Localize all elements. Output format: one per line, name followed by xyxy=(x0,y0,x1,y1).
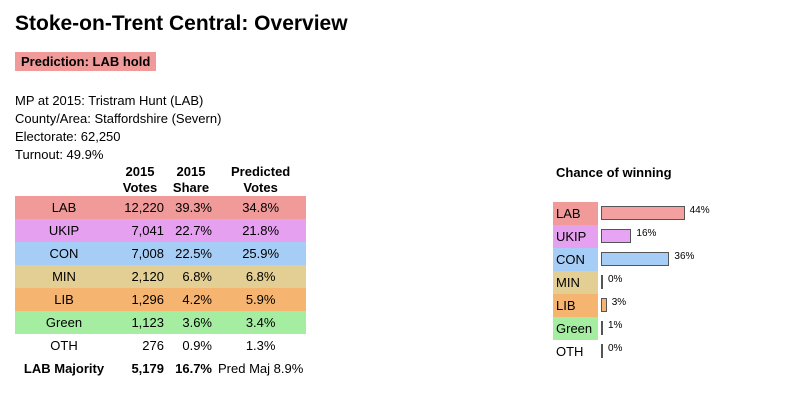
table-header-row: 2015 Votes 2015 Share Predicted Votes xyxy=(15,164,306,196)
chance-percent: 1% xyxy=(608,320,623,331)
chance-party-label: LAB xyxy=(553,202,598,225)
prediction-badge: Prediction: LAB hold xyxy=(15,52,157,71)
chance-bar xyxy=(601,321,603,335)
votes-header: 2015 Votes xyxy=(122,164,158,195)
table-row: MIN 2,120 6.8% 6.8% xyxy=(15,265,307,288)
chance-percent: 36% xyxy=(674,251,695,262)
turnout-info: Turnout: 49.9% xyxy=(15,147,104,162)
chance-bar xyxy=(601,252,670,266)
table-row: LAB 12,220 39.3% 34.8% xyxy=(15,196,307,219)
predicted-header: Predicted Votes xyxy=(231,164,291,195)
chance-bar xyxy=(601,206,685,220)
chance-percent: 44% xyxy=(689,205,710,216)
party-cell: OTH xyxy=(50,338,78,353)
predicted-cell: 1.3% xyxy=(245,338,276,353)
party-cell: UKIP xyxy=(48,223,80,238)
share-cell: 3.6% xyxy=(182,315,212,330)
share-cell: 4.2% xyxy=(182,292,212,307)
party-cell: LAB xyxy=(51,200,77,215)
electorate-info: Electorate: 62,250 xyxy=(15,129,121,144)
chance-row: LAB 44% xyxy=(553,202,793,225)
results-table: 2015 Votes 2015 Share Predicted Votes LA… xyxy=(15,164,307,380)
chance-row: CON 36% xyxy=(553,248,793,271)
chance-row: OTH 0% xyxy=(553,340,793,363)
table-row: OTH 276 0.9% 1.3% xyxy=(15,334,307,357)
votes-cell: 7,041 xyxy=(131,223,164,238)
party-cell: MIN xyxy=(52,269,76,284)
share-header: 2015 Share xyxy=(172,164,210,195)
chance-party-label: LIB xyxy=(553,294,598,317)
majority-share: 16.7% xyxy=(175,361,212,376)
share-cell: 39.3% xyxy=(175,200,212,215)
votes-cell: 276 xyxy=(142,338,164,353)
chance-percent: 3% xyxy=(611,297,627,308)
votes-cell: 12,220 xyxy=(124,200,164,215)
chance-bar xyxy=(601,344,603,358)
share-cell: 22.5% xyxy=(175,246,212,261)
chance-party-label: UKIP xyxy=(553,225,598,248)
chance-percent: 16% xyxy=(636,228,657,239)
chance-bar xyxy=(601,298,607,312)
predicted-cell: 34.8% xyxy=(242,200,280,215)
chance-heading: Chance of winning xyxy=(556,165,672,180)
table-row: UKIP 7,041 22.7% 21.8% xyxy=(15,219,307,242)
predicted-majority: Pred Maj 8.9% xyxy=(218,361,304,376)
party-cell: CON xyxy=(49,246,79,261)
table-row: LIB 1,296 4.2% 5.9% xyxy=(15,288,307,311)
votes-cell: 1,123 xyxy=(131,315,164,330)
predicted-cell: 3.4% xyxy=(245,315,276,330)
votes-cell: 2,120 xyxy=(131,269,164,284)
chance-percent: 0% xyxy=(608,343,623,354)
votes-cell: 1,296 xyxy=(131,292,164,307)
majority-row: LAB Majority 5,179 16.7% Pred Maj 8.9% xyxy=(15,357,306,380)
chance-party-label: CON xyxy=(553,248,598,271)
share-cell: 6.8% xyxy=(182,269,212,284)
chance-party-label: Green xyxy=(553,317,598,340)
chance-row: UKIP 16% xyxy=(553,225,793,248)
table-row: Green 1,123 3.6% 3.4% xyxy=(15,311,307,334)
share-cell: 22.7% xyxy=(175,223,212,238)
predicted-cell: 21.8% xyxy=(242,223,280,238)
predicted-cell: 25.9% xyxy=(242,246,280,261)
chance-row: Green 1% xyxy=(553,317,793,340)
party-cell: Green xyxy=(45,315,83,330)
county-info: County/Area: Staffordshire (Severn) xyxy=(15,111,222,126)
votes-cell: 7,008 xyxy=(131,246,164,261)
share-cell: 0.9% xyxy=(182,338,212,353)
chance-bar xyxy=(601,275,603,289)
mp-info: MP at 2015: Tristram Hunt (LAB) xyxy=(15,93,204,108)
predicted-cell: 5.9% xyxy=(245,292,276,307)
party-header xyxy=(15,164,113,196)
predicted-cell: 6.8% xyxy=(245,269,276,284)
chance-party-label: MIN xyxy=(553,271,598,294)
chance-bar xyxy=(601,229,632,243)
table-row: CON 7,008 22.5% 25.9% xyxy=(15,242,307,265)
chance-row: MIN 0% xyxy=(553,271,793,294)
chance-row: LIB 3% xyxy=(553,294,793,317)
page-title: Stoke-on-Trent Central: Overview xyxy=(15,12,348,35)
party-cell: LIB xyxy=(54,292,74,307)
majority-label: LAB Majority xyxy=(23,361,105,376)
chance-percent: 0% xyxy=(608,274,623,285)
majority-votes: 5,179 xyxy=(131,361,164,376)
chance-party-label: OTH xyxy=(553,340,598,363)
